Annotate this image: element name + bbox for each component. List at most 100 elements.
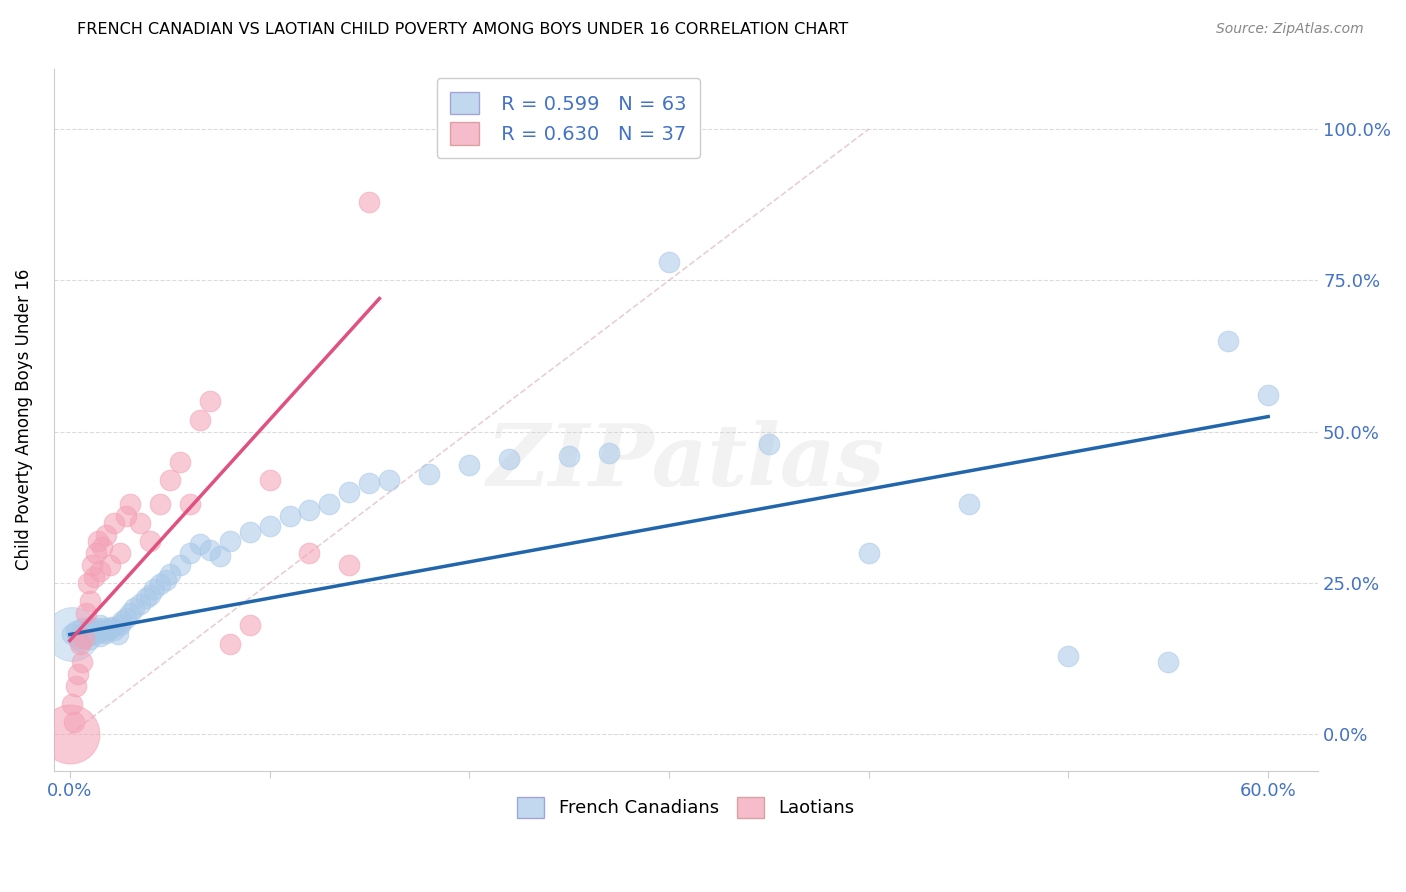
Point	[89, 564, 111, 578]
Text: Source: ZipAtlas.com: Source: ZipAtlas.com	[1216, 22, 1364, 37]
Point	[155, 573, 177, 587]
Point	[359, 194, 381, 209]
Point	[1157, 655, 1180, 669]
Point	[658, 255, 681, 269]
Point	[98, 622, 121, 636]
Point	[188, 412, 211, 426]
Point	[378, 473, 401, 487]
Point	[60, 697, 83, 711]
Point	[259, 518, 281, 533]
Point	[59, 727, 82, 741]
Point	[1218, 334, 1240, 348]
Point	[298, 503, 321, 517]
Y-axis label: Child Poverty Among Boys Under 16: Child Poverty Among Boys Under 16	[15, 268, 32, 570]
Point	[65, 679, 87, 693]
Point	[458, 458, 481, 472]
Point	[84, 546, 107, 560]
Point	[107, 627, 129, 641]
Point	[70, 655, 93, 669]
Point	[93, 622, 115, 636]
Point	[138, 588, 160, 602]
Point	[318, 497, 340, 511]
Point	[1257, 388, 1279, 402]
Point	[83, 570, 105, 584]
Point	[149, 497, 172, 511]
Point	[80, 627, 103, 641]
Point	[218, 533, 240, 548]
Point	[62, 715, 84, 730]
Point	[179, 497, 201, 511]
Point	[142, 582, 165, 596]
Point	[94, 625, 117, 640]
Point	[558, 449, 581, 463]
Point	[159, 473, 181, 487]
Point	[339, 485, 361, 500]
Point	[758, 437, 780, 451]
Point	[90, 540, 112, 554]
Point	[79, 632, 101, 646]
Point	[97, 624, 120, 638]
Point	[278, 509, 301, 524]
Point	[75, 607, 97, 621]
Point	[198, 394, 221, 409]
Point	[218, 636, 240, 650]
Point	[79, 619, 101, 633]
Point	[100, 619, 122, 633]
Point	[169, 558, 191, 572]
Point	[298, 546, 321, 560]
Point	[169, 455, 191, 469]
Point	[83, 624, 105, 639]
Point	[90, 624, 112, 639]
Point	[598, 446, 620, 460]
Point	[66, 631, 89, 645]
Point	[73, 631, 96, 645]
Point	[138, 533, 160, 548]
Point	[339, 558, 361, 572]
Point	[239, 618, 262, 632]
Point	[94, 527, 117, 541]
Point	[108, 546, 131, 560]
Point	[69, 636, 91, 650]
Point	[79, 594, 101, 608]
Point	[159, 566, 181, 581]
Point	[114, 611, 136, 625]
Point	[73, 625, 96, 640]
Point	[114, 509, 136, 524]
Point	[239, 524, 262, 539]
Text: FRENCH CANADIAN VS LAOTIAN CHILD POVERTY AMONG BOYS UNDER 16 CORRELATION CHART: FRENCH CANADIAN VS LAOTIAN CHILD POVERTY…	[77, 22, 849, 37]
Point	[418, 467, 440, 481]
Point	[87, 625, 110, 640]
Point	[259, 473, 281, 487]
Point	[108, 618, 131, 632]
Point	[84, 622, 107, 636]
Point	[118, 607, 141, 621]
Point	[89, 618, 111, 632]
Point	[76, 576, 98, 591]
Point	[111, 614, 134, 628]
Point	[60, 627, 83, 641]
Point	[1057, 648, 1080, 663]
Point	[70, 622, 93, 636]
Point	[80, 558, 103, 572]
Point	[135, 591, 157, 606]
Point	[198, 542, 221, 557]
Point	[179, 546, 201, 560]
Point	[103, 516, 125, 530]
Point	[957, 497, 980, 511]
Point	[118, 497, 141, 511]
Point	[858, 546, 880, 560]
Point	[69, 633, 91, 648]
Point	[128, 597, 150, 611]
Point	[87, 533, 110, 548]
Point	[359, 476, 381, 491]
Point	[188, 537, 211, 551]
Point	[98, 558, 121, 572]
Point	[89, 629, 111, 643]
Point	[208, 549, 231, 563]
Point	[103, 624, 125, 638]
Text: ZIPatlas: ZIPatlas	[486, 420, 884, 503]
Point	[122, 601, 145, 615]
Point	[149, 577, 172, 591]
Point	[498, 452, 520, 467]
Point	[65, 624, 87, 639]
